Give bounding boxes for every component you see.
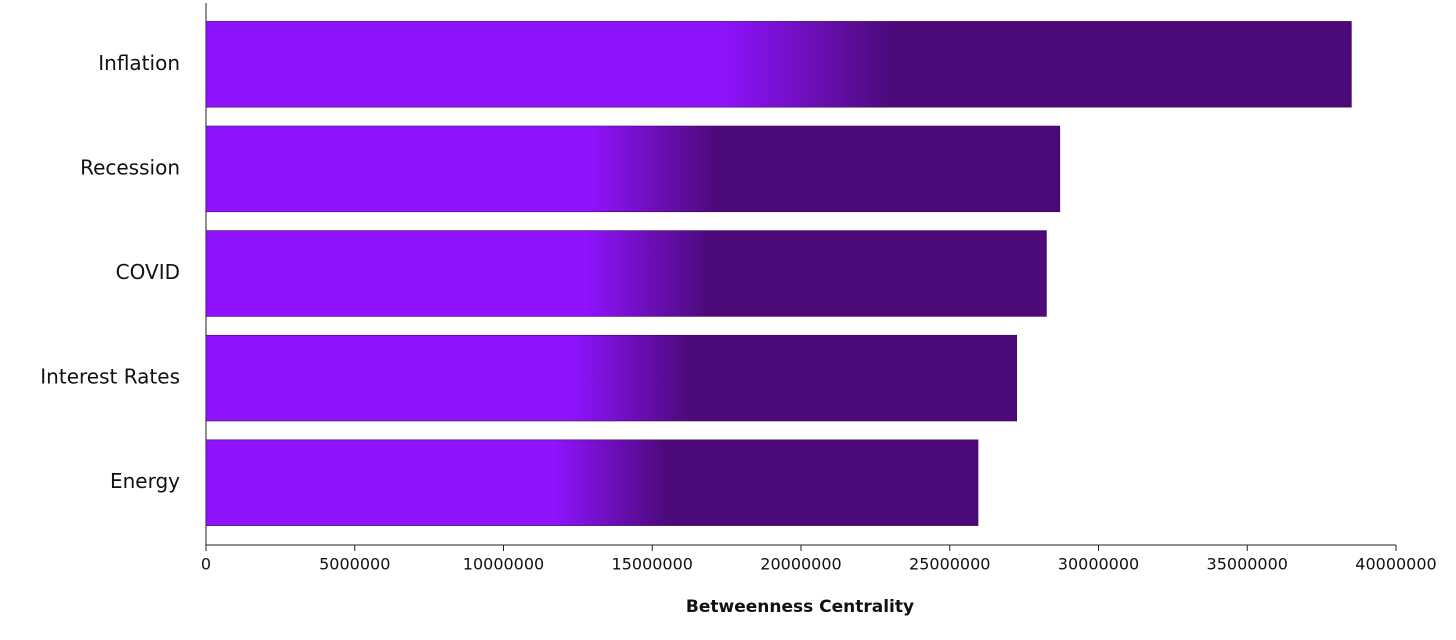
x-tick-label: 30000000 — [1058, 555, 1139, 574]
bar — [205, 334, 1017, 422]
x-axis-title: Betweenness Centrality — [686, 597, 914, 617]
y-tick-label: Inflation — [98, 51, 180, 75]
x-tick-label: 15000000 — [612, 555, 693, 574]
x-tick-label: 20000000 — [760, 555, 841, 574]
y-tick-label: Interest Rates — [40, 365, 180, 389]
x-tick-label: 10000000 — [463, 555, 544, 574]
x-tick-label: 35000000 — [1207, 555, 1288, 574]
bar — [205, 21, 1352, 108]
x-tick-label: 40000000 — [1355, 555, 1436, 574]
y-tick-label: Recession — [80, 155, 180, 179]
bar — [205, 439, 979, 526]
x-tick-label: 0 — [201, 555, 211, 574]
x-tick-label: 25000000 — [909, 555, 990, 574]
bar — [205, 230, 1047, 317]
bar — [205, 125, 1061, 213]
x-tick-label: 5000000 — [319, 555, 390, 574]
y-tick-label: Energy — [110, 469, 180, 493]
y-tick-label: COVID — [116, 260, 180, 284]
